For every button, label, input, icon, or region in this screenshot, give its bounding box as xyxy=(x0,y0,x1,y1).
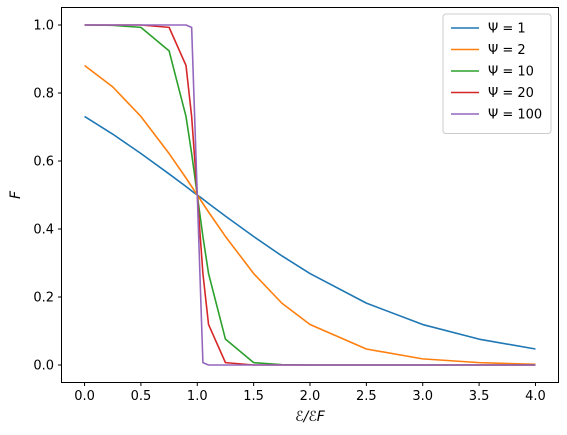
plot-frame xyxy=(61,7,559,383)
legend: Ψ = 1 Ψ = 2 Ψ = 10 Ψ = 20 Ψ = 100 xyxy=(442,13,552,134)
ticks: 0.0 0.5 1.0 1.5 2.0 2.5 3.0 3.5 4.0 0.0 0.2 0.4 0.6 0… xyxy=(33,19,545,405)
x-tick-label: 2.5 xyxy=(356,389,377,404)
legend-label: Ψ = 1 xyxy=(488,22,526,37)
x-tick-label: 3.0 xyxy=(412,389,433,404)
legend-label: Ψ = 10 xyxy=(488,65,534,80)
y-tick-label: 1.0 xyxy=(33,19,54,34)
legend-label: Ψ = 2 xyxy=(488,43,526,58)
x-tick-label: 1.5 xyxy=(243,389,264,404)
y-tick-label: 0.4 xyxy=(33,223,54,238)
x-tick-label: 3.5 xyxy=(469,389,490,404)
y-tick-label: 0.2 xyxy=(33,291,54,306)
x-tick-label: 4.0 xyxy=(525,389,546,404)
legend-label: Ψ = 100 xyxy=(488,108,542,123)
x-tick-label: 1.0 xyxy=(187,389,208,404)
series-line-5 xyxy=(84,24,536,366)
x-axis-label: ℰ/ℰF xyxy=(295,409,326,425)
y-tick-label: 0.0 xyxy=(33,359,54,374)
x-tick-label: 2.0 xyxy=(300,389,321,404)
series-line-1 xyxy=(84,115,536,350)
x-tick-label: 0.0 xyxy=(74,389,95,404)
series-line-2 xyxy=(84,64,536,366)
x-tick-label: 0.5 xyxy=(131,389,152,404)
legend-box xyxy=(442,13,552,134)
y-axis-label: F xyxy=(8,190,24,199)
series-lines xyxy=(84,24,536,366)
y-tick-label: 0.8 xyxy=(33,87,54,102)
legend-label: Ψ = 20 xyxy=(488,86,534,101)
y-tick-label: 0.6 xyxy=(33,155,54,170)
